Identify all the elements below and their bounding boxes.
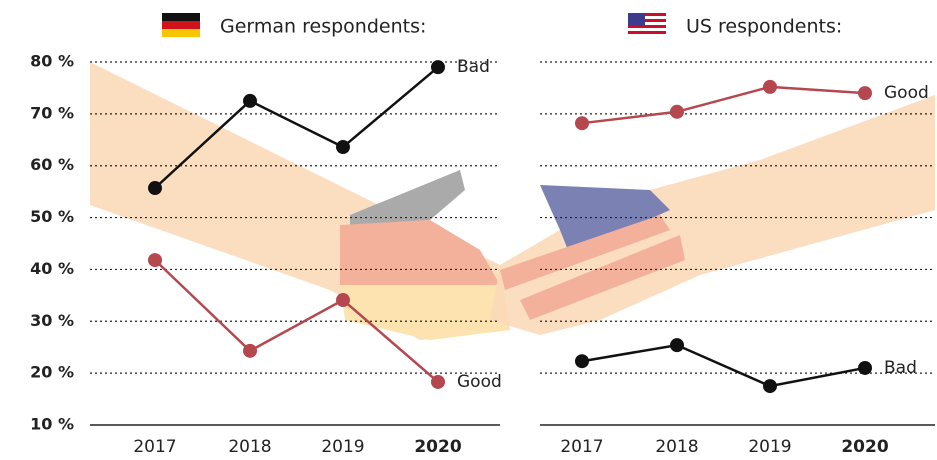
data-point [763, 379, 777, 394]
data-point [763, 79, 777, 94]
data-point [858, 360, 872, 375]
data-point [670, 104, 684, 119]
chart-title: US respondents: [686, 16, 842, 38]
data-point [575, 354, 589, 369]
x-tick-label: 2017 [560, 437, 603, 457]
x-tick-label: 2020 [841, 437, 888, 457]
y-tick-label: 30 % [30, 311, 74, 330]
background-illustration [90, 62, 935, 340]
data-point [148, 253, 162, 268]
data-point [670, 338, 684, 353]
data-point [243, 93, 257, 108]
x-tick-label: 2018 [655, 437, 698, 457]
series-line [154, 259, 439, 383]
series-line [581, 343, 866, 388]
flags [162, 13, 666, 37]
data-point [858, 86, 872, 101]
y-tick-label: 40 % [30, 259, 74, 278]
y-tick-label: 80 % [30, 52, 74, 71]
data-point [148, 181, 162, 196]
data-point [575, 116, 589, 131]
y-tick-label: 60 % [30, 155, 74, 174]
x-tick-label: 2018 [228, 437, 271, 457]
y-tick-label: 70 % [30, 103, 74, 122]
series-label: Good [884, 83, 929, 103]
y-tick-label: 50 % [30, 207, 74, 226]
x-tick-label: 2017 [133, 437, 176, 457]
data-point [243, 343, 257, 358]
data-point [336, 140, 350, 155]
data-point [431, 60, 445, 75]
data-point [336, 293, 350, 308]
series-label: Bad [457, 57, 490, 77]
series-line [581, 85, 866, 125]
y-tick-label: 20 % [30, 363, 74, 382]
series-label: Bad [884, 358, 917, 378]
x-tick-label: 2019 [748, 437, 791, 457]
x-tick-label: 2019 [321, 437, 364, 457]
y-tick-label: 10 % [30, 415, 74, 434]
x-tick-label: 2020 [414, 437, 461, 457]
chart-title: German respondents: [220, 16, 426, 38]
series-label: Good [457, 372, 502, 392]
series-line [154, 66, 439, 189]
data-point [431, 374, 445, 389]
